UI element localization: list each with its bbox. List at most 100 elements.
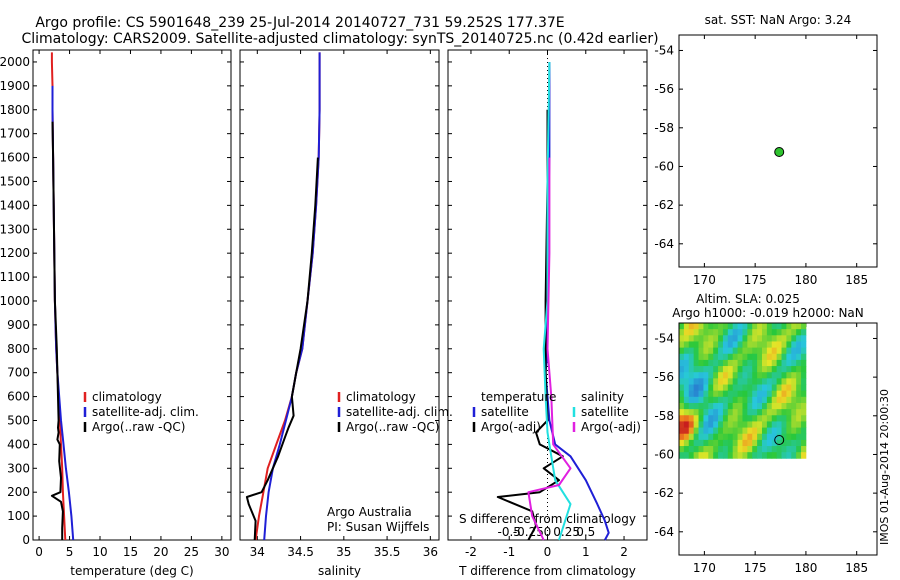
heatmap-cell — [761, 439, 768, 447]
heatmap-cell — [683, 390, 690, 398]
heatmap-cell — [752, 384, 758, 392]
heatmap-cell — [722, 359, 729, 367]
heatmap-cell — [708, 415, 714, 422]
heatmap-cell — [761, 384, 768, 392]
heatmap-cell — [727, 384, 734, 392]
heatmap-cell — [713, 396, 719, 404]
heatmap-cell — [781, 421, 787, 428]
heatmap-cell — [688, 409, 695, 416]
heatmap-cell — [742, 335, 748, 342]
heatmap-cell — [693, 433, 699, 441]
series-line-cyan — [542, 61, 572, 541]
heatmap-cell — [693, 372, 699, 379]
heatmap-cell — [718, 415, 724, 422]
heatmap-cell — [718, 390, 724, 398]
heatmap-cell — [722, 452, 729, 459]
heatmap-cell — [703, 433, 709, 441]
heatmap-cell — [781, 446, 787, 453]
y-tick-label: -60 — [654, 447, 674, 461]
heatmap-cell — [703, 384, 709, 392]
y-tick-label: -62 — [654, 198, 674, 212]
heatmap-cell — [732, 323, 738, 330]
heatmap-cell — [771, 323, 778, 330]
heatmap-cell — [698, 353, 704, 361]
heatmap-cell — [722, 335, 729, 342]
y-tick-label: 1600 — [0, 151, 30, 165]
heatmap-cell — [776, 415, 782, 422]
heatmap-cell — [781, 384, 787, 392]
heatmap-cell — [776, 372, 782, 379]
heatmap-cell — [737, 359, 743, 367]
heatmap-cell — [718, 409, 724, 416]
heatmap-cell — [722, 347, 729, 355]
heatmap-cell — [742, 323, 748, 330]
series-line-black — [496, 109, 564, 541]
heatmap-cell — [679, 347, 685, 355]
heatmap-cell — [698, 415, 704, 422]
heatmap-cell — [732, 329, 738, 336]
heatmap-cell — [761, 359, 768, 367]
heatmap-cell — [732, 341, 738, 348]
heatmap-cell — [801, 439, 807, 447]
heatmap-cell — [679, 446, 685, 453]
heatmap-cell — [766, 347, 773, 355]
heatmap-cell — [713, 323, 719, 330]
y-tick-label: 700 — [7, 366, 30, 380]
heatmap-cell — [742, 402, 748, 410]
heatmap-cell — [708, 433, 714, 441]
legend-entry: Argo(..raw -QC) — [92, 420, 185, 434]
title-line-2: Climatology: CARS2009. Satellite-adjuste… — [21, 31, 658, 47]
heatmap-cell — [801, 446, 807, 453]
heatmap-cell — [722, 372, 729, 379]
heatmap-cell — [742, 347, 748, 355]
y-tick-label: -56 — [654, 370, 674, 384]
heatmap-cell — [776, 390, 782, 398]
heatmap-cell — [727, 396, 734, 404]
heatmap-cell — [757, 433, 763, 441]
heatmap-cell — [752, 402, 758, 410]
heatmap-cell — [683, 415, 690, 422]
heatmap-cell — [791, 433, 797, 441]
heatmap-cell — [698, 384, 704, 392]
heatmap-cell — [766, 409, 773, 416]
heatmap-cell — [791, 366, 797, 373]
heatmap-cell — [786, 439, 792, 447]
heatmap-cell — [713, 384, 719, 392]
heatmap-cell — [771, 384, 778, 392]
heatmap-cell — [791, 341, 797, 348]
heatmap-cell — [786, 452, 792, 459]
heatmap-cell — [718, 347, 724, 355]
heatmap-cell — [742, 329, 748, 336]
heatmap-cell — [693, 439, 699, 447]
heatmap-cell — [693, 390, 699, 398]
heatmap-cell — [761, 335, 768, 342]
heatmap-cell — [732, 378, 738, 385]
y-tick-label: 100 — [7, 509, 30, 523]
heatmap-cell — [688, 384, 695, 392]
heatmap-cell — [683, 378, 690, 385]
heatmap-cell — [679, 402, 685, 410]
heatmap-cell — [776, 329, 782, 336]
heatmap-cell — [776, 446, 782, 453]
y-tick-label: 600 — [7, 390, 30, 404]
heatmap-cell — [727, 452, 734, 459]
heatmap-cell — [757, 378, 763, 385]
y-tick-label: -58 — [654, 121, 674, 135]
heatmap-cell — [722, 353, 729, 361]
heatmap-cell — [703, 452, 709, 459]
heatmap-cell — [752, 347, 758, 355]
heatmap-cell — [698, 390, 704, 398]
y-tick-label: -54 — [654, 331, 674, 345]
heatmap-cell — [727, 323, 734, 330]
heatmap-cell — [786, 341, 792, 348]
y-tick-label: 300 — [7, 461, 30, 475]
heatmap-cell — [742, 353, 748, 361]
heatmap-cell — [718, 439, 724, 447]
heatmap-cell — [679, 421, 685, 428]
x-tick-label: 10 — [92, 545, 107, 559]
heatmap-cell — [693, 335, 699, 342]
heatmap-cell — [747, 359, 753, 367]
heatmap-cell — [761, 396, 768, 404]
heatmap-cell — [747, 421, 753, 428]
heatmap-cell — [781, 323, 787, 330]
